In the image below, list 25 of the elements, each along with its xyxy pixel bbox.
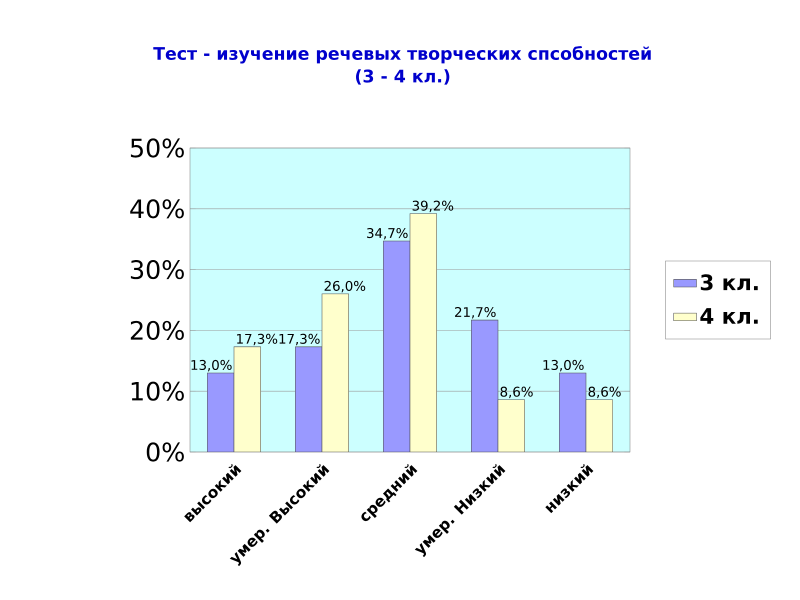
y-tick-label: 50% bbox=[130, 138, 184, 158]
bar bbox=[207, 372, 234, 452]
data-label: 8,6% bbox=[500, 386, 533, 398]
data-label: 26,0% bbox=[324, 280, 366, 292]
y-tick-label: 10% bbox=[132, 382, 184, 401]
data-label: 13,0% bbox=[544, 360, 584, 372]
bar bbox=[383, 240, 410, 452]
data-label: 8,6% bbox=[588, 386, 621, 398]
y-tick-label: 40% bbox=[130, 199, 184, 218]
legend-label: 3 кл. bbox=[700, 274, 758, 290]
y-tick-label: 30% bbox=[130, 260, 184, 280]
bar bbox=[559, 372, 586, 452]
data-label: 34,7% bbox=[367, 228, 408, 240]
chart-title: Тест - изучение речевых творческих спсобностей bbox=[153, 46, 651, 64]
data-label: 17,3% bbox=[237, 334, 278, 346]
bar bbox=[295, 346, 322, 452]
bar bbox=[471, 320, 498, 452]
y-tick-label: 20% bbox=[130, 320, 184, 340]
legend-label: 4 кл. bbox=[700, 308, 758, 324]
data-label: 39,2% bbox=[412, 200, 454, 212]
data-label: 17,3% bbox=[280, 334, 320, 346]
data-label: 13,0% bbox=[192, 360, 232, 372]
y-tick-label: 0% bbox=[146, 442, 184, 462]
data-label: 21,7% bbox=[455, 307, 496, 318]
chart-subtitle: (3 - 4 кл.) bbox=[356, 69, 450, 85]
